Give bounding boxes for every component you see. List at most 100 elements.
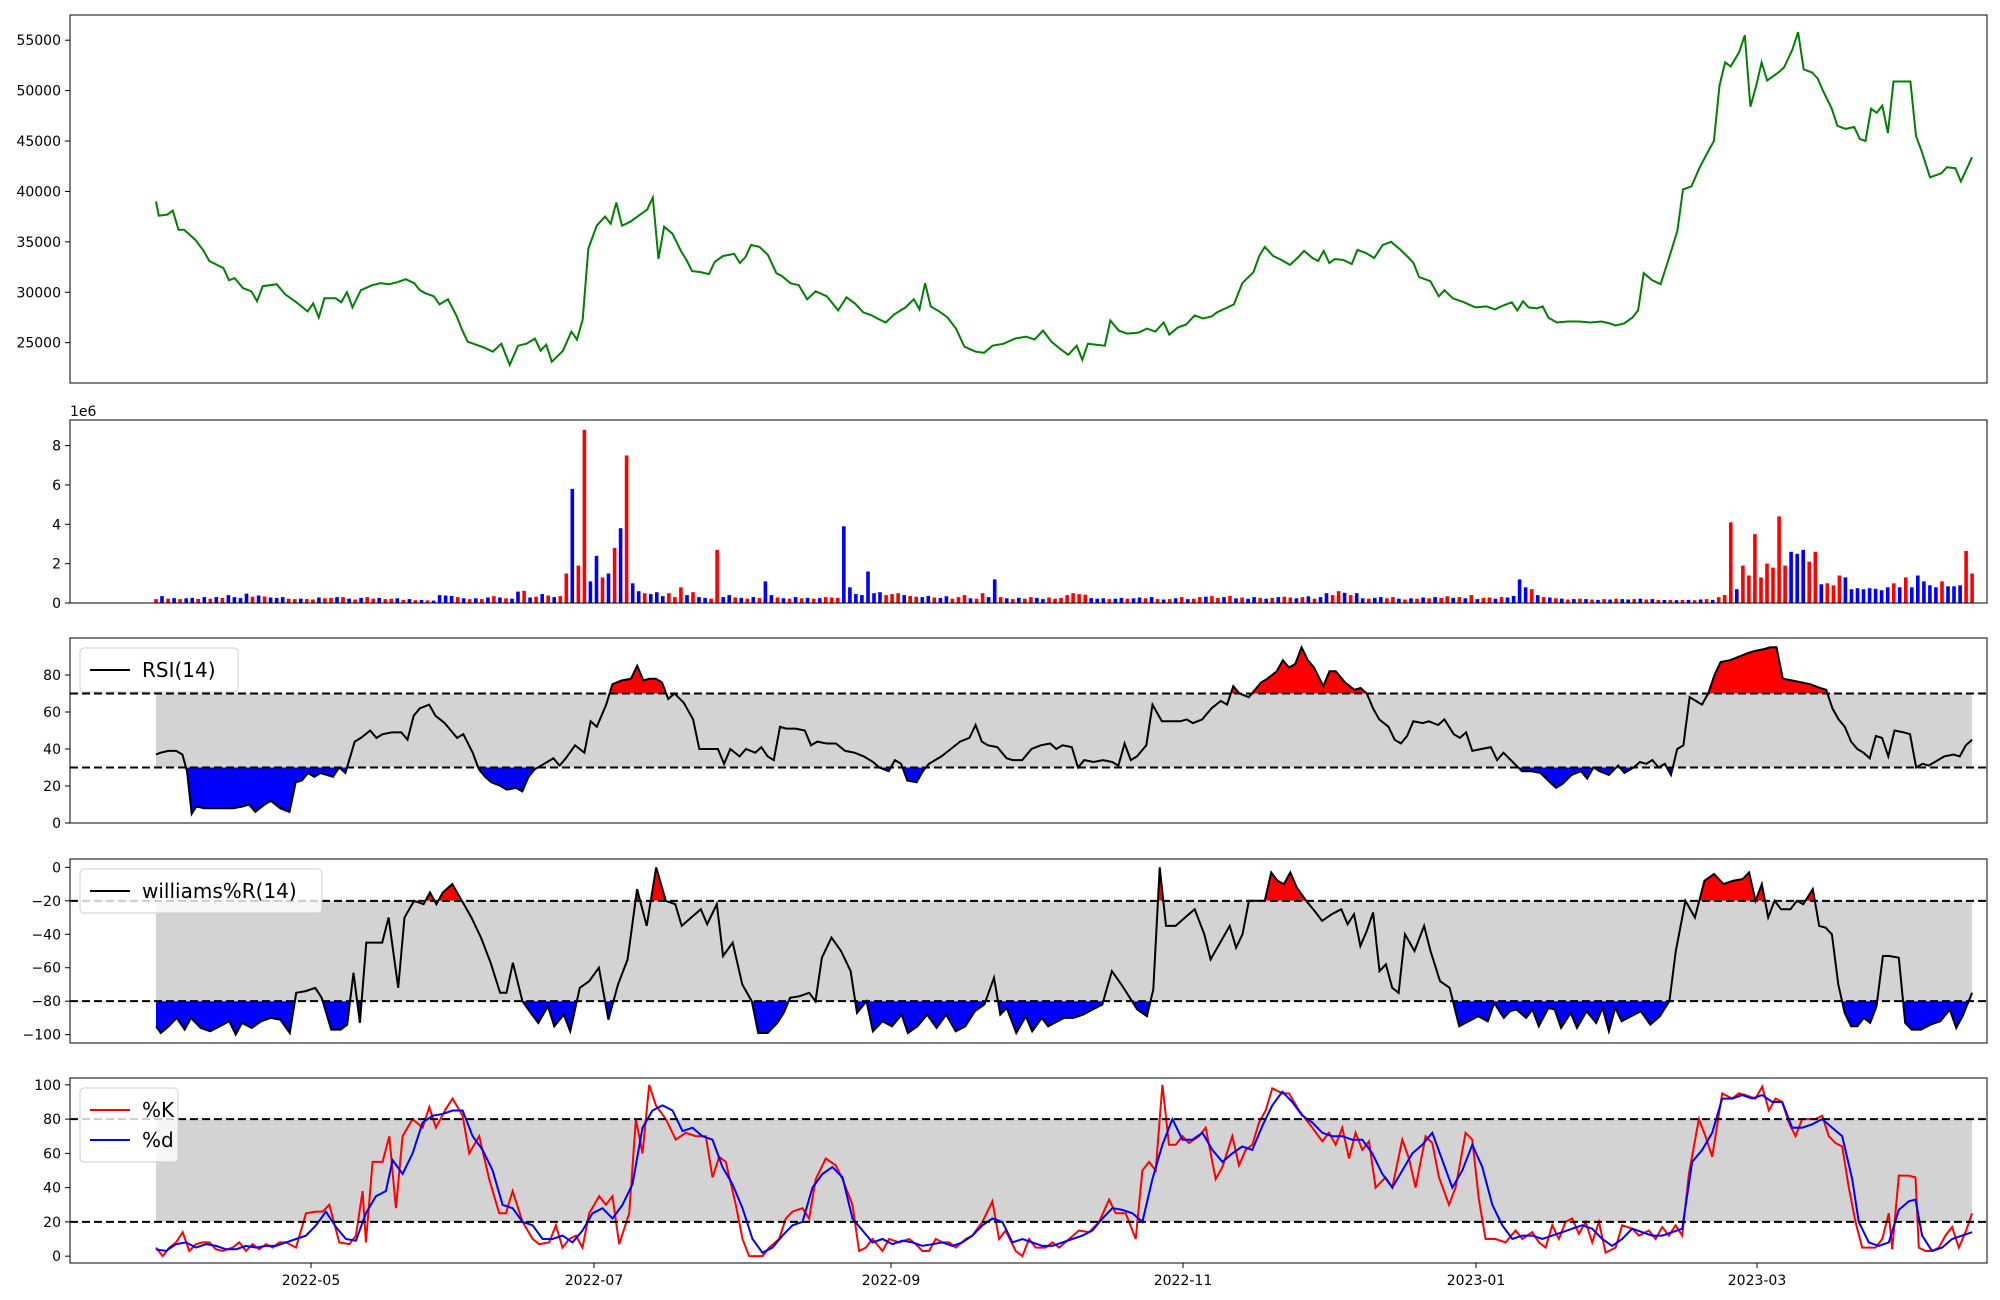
volume-bar xyxy=(1741,565,1745,603)
williams-r-band xyxy=(156,900,1973,1002)
volume-bar xyxy=(467,599,472,603)
volume-bar xyxy=(1131,598,1136,603)
volume-bar xyxy=(1240,597,1244,603)
volume-bar xyxy=(703,597,707,603)
volume-bar xyxy=(1373,597,1377,603)
volume-bar xyxy=(624,455,629,603)
volume-bar xyxy=(781,598,786,603)
volume-bar xyxy=(1650,599,1655,603)
williams-r-oversold-fill xyxy=(1132,1001,1151,1017)
volume-bar xyxy=(1167,599,1172,603)
volume-bar xyxy=(1964,550,1968,603)
volume-bar xyxy=(208,598,213,603)
volume-bar xyxy=(1179,597,1184,603)
volume-bar xyxy=(1747,575,1751,603)
volume-bar xyxy=(932,597,937,603)
volume-bar xyxy=(1137,597,1142,603)
williams-r-ytick-label: −60 xyxy=(31,961,61,977)
volume-bar xyxy=(1753,534,1757,603)
volume-bar xyxy=(1173,598,1178,603)
volume-bar xyxy=(630,583,635,603)
volume-bar xyxy=(1041,599,1045,603)
volume-bar xyxy=(884,595,888,603)
volume-bar xyxy=(721,597,725,603)
volume-frame xyxy=(69,419,1988,604)
volume-bar xyxy=(685,595,689,603)
volume-bar xyxy=(1523,587,1528,603)
volume-bar xyxy=(1602,599,1606,603)
rsi-panel: 0 20 40 60 80 RSI(14) xyxy=(43,637,1988,832)
volume-ytick-label: 4 xyxy=(52,517,61,533)
volume-bar xyxy=(1517,579,1522,603)
volume-bar xyxy=(836,597,840,603)
volume-bar xyxy=(1403,599,1407,603)
volume-bar xyxy=(1161,599,1166,603)
volume-bar xyxy=(437,595,442,603)
volume-bar xyxy=(371,598,375,603)
volume-bar xyxy=(1125,598,1130,603)
volume-bar xyxy=(1421,597,1425,603)
volume-bar xyxy=(576,565,581,603)
volume-bar xyxy=(202,597,207,603)
volume-bar xyxy=(1819,584,1824,603)
volume-bar xyxy=(1934,587,1938,603)
volume-bar xyxy=(612,547,617,603)
volume-bar xyxy=(1777,516,1781,603)
volume-bar xyxy=(407,599,412,603)
volume-bar xyxy=(1855,588,1860,603)
volume-bar xyxy=(534,596,538,603)
stochastic-ytick-label: 100 xyxy=(34,1078,61,1094)
volume-bar xyxy=(1439,597,1443,603)
volume-bar xyxy=(1397,598,1401,603)
volume-bar xyxy=(1656,599,1661,603)
williams-r-oversold-fill xyxy=(998,1001,1104,1033)
williams-r-panel: −100 −80 −60 −40 −20 0 williams%R(14) xyxy=(23,858,1988,1044)
volume-bar xyxy=(1433,597,1437,603)
volume-bar xyxy=(455,597,460,603)
volume-bar xyxy=(1795,553,1799,603)
rsi-band xyxy=(156,693,1973,768)
volume-bar xyxy=(600,577,605,603)
volume-bar xyxy=(353,599,357,603)
stochastic-band xyxy=(156,1119,1973,1222)
volume-bar xyxy=(220,597,225,603)
volume-bar xyxy=(1928,585,1932,603)
volume-bar xyxy=(323,598,327,603)
volume-bar xyxy=(1306,596,1311,603)
volume-bar xyxy=(1101,598,1106,603)
volume-bar xyxy=(1035,597,1039,603)
volume-bar xyxy=(673,597,677,603)
volume-bar xyxy=(1861,589,1866,603)
volume-bar xyxy=(1004,598,1009,603)
volume-bar xyxy=(190,597,194,603)
volume-bar xyxy=(498,597,502,603)
volume-bar xyxy=(1801,549,1805,603)
volume-bar xyxy=(1204,596,1208,603)
volume-bar xyxy=(1059,597,1063,603)
volume-bar xyxy=(1481,597,1486,603)
volume-bar xyxy=(1451,597,1455,603)
volume-bar xyxy=(1759,577,1763,603)
volume-bar xyxy=(1360,598,1365,603)
volume-bar xyxy=(1252,597,1256,603)
volume-ytick-label: 0 xyxy=(52,596,61,612)
volume-bar xyxy=(1644,599,1649,603)
volume-bar xyxy=(1186,599,1190,603)
volume-bar xyxy=(715,549,719,603)
price-ytick-label: 45000 xyxy=(16,134,61,150)
volume-bar xyxy=(1548,597,1552,603)
volume-ytick-label: 6 xyxy=(52,478,61,494)
volume-bar xyxy=(1119,597,1124,603)
volume-bar xyxy=(914,596,918,603)
volume-bar xyxy=(787,598,792,603)
volume-bar xyxy=(1722,595,1727,603)
volume-bar xyxy=(1234,598,1238,603)
volume-bar xyxy=(1469,595,1474,603)
volume-bar xyxy=(1077,594,1081,603)
williams-r-overbought-fill xyxy=(1264,872,1307,901)
volume-bar xyxy=(1885,587,1890,603)
volume-bar xyxy=(196,598,200,603)
volume-bar xyxy=(461,598,466,603)
volume-bar xyxy=(1192,598,1196,603)
volume-bar xyxy=(570,488,575,603)
